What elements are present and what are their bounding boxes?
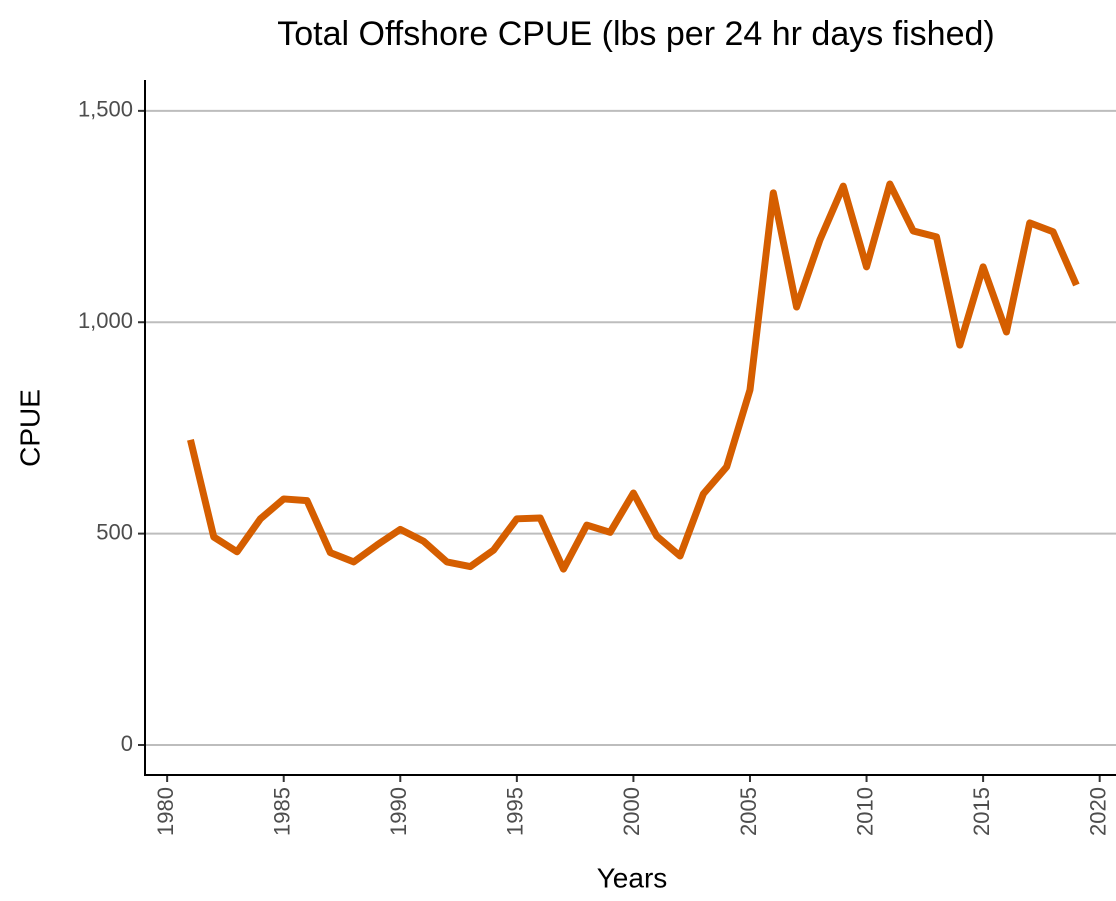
y-tick-label: 1,000 [78, 308, 133, 333]
y-axis-label: CPUE [14, 389, 45, 467]
chart-title: Total Offshore CPUE (lbs per 24 hr days … [277, 15, 994, 53]
y-tick-label: 0 [121, 731, 133, 756]
x-tick-label: 2015 [969, 787, 994, 836]
x-tick-label: 2005 [736, 787, 761, 836]
x-tick-label: 2020 [1085, 787, 1110, 836]
x-tick-label: 2000 [619, 787, 644, 836]
y-tick-label: 500 [96, 519, 133, 544]
x-tick-label: 1985 [270, 787, 295, 836]
x-axis-label: Years [597, 862, 668, 893]
y-tick-label: 1,500 [78, 97, 133, 122]
x-tick-label: 1990 [386, 787, 411, 836]
x-tick-label: 1995 [503, 787, 528, 836]
x-tick-label: 2010 [852, 787, 877, 836]
x-tick-label: 1980 [153, 787, 178, 836]
line-series [187, 180, 1080, 573]
